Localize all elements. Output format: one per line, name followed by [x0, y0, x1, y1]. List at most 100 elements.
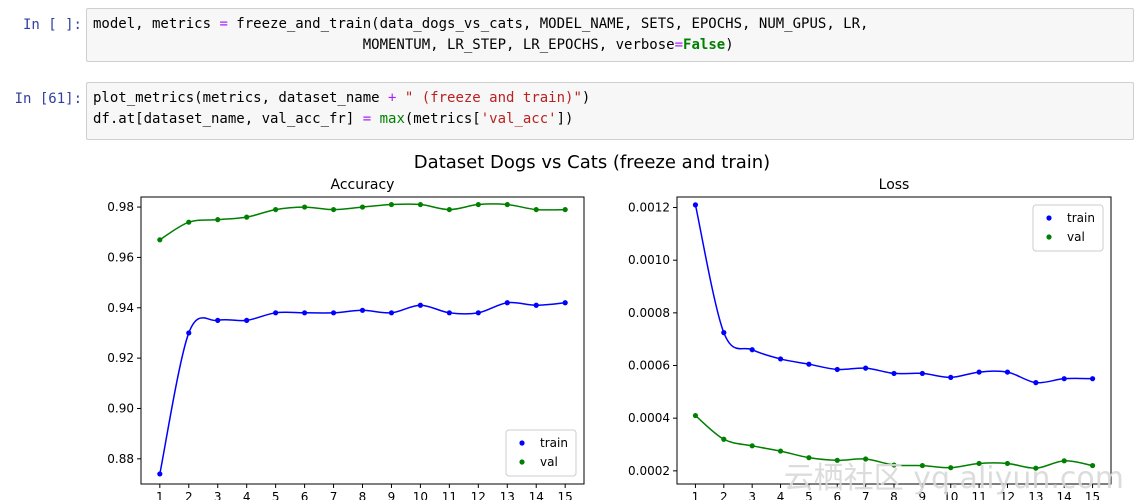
data-point-val: [359, 204, 366, 210]
data-point-train: [777, 356, 784, 362]
x-tick-label: 15: [558, 490, 573, 500]
data-point-train: [562, 300, 568, 306]
legend-label-val: val: [1067, 230, 1085, 244]
data-point-train: [1033, 380, 1039, 386]
data-point-val: [533, 206, 539, 213]
x-tick-label: 4: [243, 490, 251, 500]
data-point-val: [273, 206, 279, 213]
code-editor[interactable]: plot_metrics(metrics, dataset_name + " (…: [86, 82, 1134, 140]
y-tick-label: 0.88: [107, 452, 134, 466]
code-line-1: plot_metrics(metrics, dataset_name + " (…: [93, 90, 591, 106]
x-tick-label: 14: [529, 490, 544, 500]
legend-marker-train: [1046, 215, 1052, 221]
data-point-train: [301, 310, 308, 316]
data-point-train: [1061, 376, 1067, 382]
x-tick-label: 9: [919, 490, 927, 500]
data-point-val: [446, 206, 452, 213]
data-point-train: [891, 370, 897, 377]
cell-prompt: In [61]:: [14, 91, 82, 107]
x-tick-label: 1: [156, 490, 164, 500]
data-point-train: [504, 300, 510, 306]
x-tick-label: 8: [890, 490, 898, 500]
x-tick-label: 6: [833, 490, 841, 500]
data-point-train: [1004, 369, 1011, 375]
data-point-val: [863, 456, 869, 462]
cell-prompt: In [ ]:: [22, 17, 82, 33]
data-point-val: [749, 443, 755, 449]
data-point-val: [562, 206, 568, 213]
code-cell-1[interactable]: In [ ]: model, metrics = freeze_and_trai…: [0, 5, 1138, 63]
data-point-train: [244, 317, 250, 323]
x-tick-label: 3: [748, 490, 756, 500]
x-tick-label: 12: [471, 490, 486, 500]
data-point-val: [692, 412, 699, 419]
loss-chart: Loss123456789101112131415Epochs0.00020.0…: [628, 177, 1112, 500]
data-point-train: [157, 471, 163, 477]
code-line-1: model, metrics = freeze_and_train(data_d…: [93, 16, 869, 32]
x-tick-label: 1: [692, 490, 700, 500]
data-point-val: [976, 460, 982, 467]
watermark: 云栖社区 yq.aliyun.com: [783, 461, 1124, 496]
data-point-val: [919, 462, 925, 469]
data-point-val: [1033, 465, 1039, 471]
data-point-val: [777, 448, 784, 454]
data-point-val: [1004, 460, 1011, 467]
data-point-train: [749, 347, 755, 353]
data-point-val: [330, 206, 337, 213]
data-point-val: [806, 455, 812, 461]
x-tick-label: 9: [388, 490, 396, 500]
y-tick-label: 0.0008: [628, 306, 670, 320]
x-tick-label: 10: [413, 490, 428, 500]
data-point-val: [504, 201, 510, 208]
data-point-val: [301, 204, 308, 210]
data-point-train: [330, 310, 337, 316]
accuracy-chart: Accuracy123456789101112131415Epochs0.880…: [107, 177, 585, 500]
x-tick-label: 13: [1028, 490, 1043, 500]
code-cell-2[interactable]: In [61]: plot_metrics(metrics, dataset_n…: [0, 82, 1138, 140]
data-point-train: [533, 302, 539, 308]
x-tick-label: 7: [330, 490, 338, 500]
data-point-train: [1089, 376, 1096, 382]
x-tick-label: 11: [971, 490, 986, 500]
data-point-val: [215, 217, 221, 223]
y-tick-label: 0.92: [107, 351, 134, 365]
legend-label-val: val: [540, 455, 558, 469]
y-tick-label: 0.0006: [628, 359, 670, 373]
code-editor[interactable]: model, metrics = freeze_and_train(data_d…: [86, 8, 1134, 62]
x-tick-label: 10: [943, 490, 958, 500]
figure-title: Dataset Dogs vs Cats (freeze and train): [414, 152, 770, 173]
x-tick-label: 15: [1085, 490, 1100, 500]
x-tick-label: 6: [301, 490, 309, 500]
y-tick-label: 0.96: [107, 250, 134, 264]
data-point-train: [919, 370, 925, 377]
data-point-val: [475, 201, 481, 208]
x-tick-label: 12: [1000, 490, 1015, 500]
y-tick-label: 0.0010: [628, 253, 670, 267]
data-point-train: [834, 366, 840, 373]
data-point-train: [692, 202, 699, 208]
data-point-val: [417, 201, 424, 208]
x-tick-label: 4: [777, 490, 785, 500]
data-point-val: [948, 465, 954, 471]
data-point-train: [273, 310, 279, 316]
data-point-train: [186, 330, 192, 336]
data-point-train: [863, 365, 869, 371]
x-tick-label: 8: [359, 490, 367, 500]
data-point-val: [891, 462, 897, 468]
x-tick-label: 3: [214, 490, 222, 500]
y-tick-label: 0.94: [107, 301, 134, 315]
data-point-val: [157, 237, 163, 243]
legend-label-train: train: [540, 436, 568, 450]
y-tick-label: 0.0004: [628, 411, 670, 425]
output-figure: Dataset Dogs vs Cats (freeze and train) …: [107, 152, 1112, 500]
y-tick-label: 0.98: [107, 200, 134, 214]
data-point-val: [1089, 462, 1096, 469]
data-point-train: [948, 374, 954, 380]
data-point-train: [806, 361, 812, 367]
x-tick-label: 13: [500, 490, 515, 500]
chart-title: Accuracy: [331, 177, 395, 193]
data-point-train: [446, 310, 452, 316]
x-tick-label: 11: [442, 490, 457, 500]
y-tick-label: 0.0002: [628, 464, 670, 478]
x-tick-label: 2: [720, 490, 728, 500]
